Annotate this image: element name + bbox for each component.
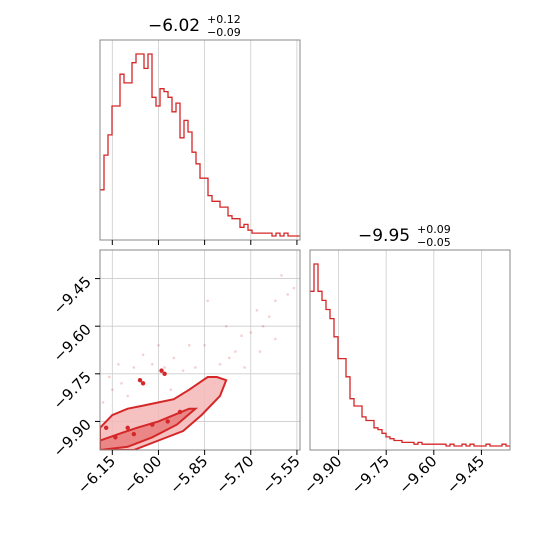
marginal-y-tick-labels: −9.90 −9.75 −9.60 −9.45	[300, 452, 488, 497]
marginal-y-title-value: −9.95	[358, 226, 410, 246]
scatter-point	[141, 353, 145, 357]
scatter-point	[150, 422, 155, 427]
marginal-y-panel: −9.90 −9.75 −9.60 −9.45 −9.95 +0.09 −0.05	[300, 223, 511, 497]
scatter-point	[157, 343, 160, 347]
scatter-point	[234, 350, 237, 353]
x-tick-label: −9.60	[395, 452, 440, 497]
marginal-x-ticks	[111, 240, 298, 245]
x-tick-label: −9.90	[300, 452, 345, 497]
scatter-point	[151, 362, 154, 366]
scatter-point	[125, 425, 130, 430]
marginal-y-title-lower: −0.05	[417, 236, 451, 249]
joint-inner-contour	[100, 407, 199, 450]
scatter-point	[274, 299, 277, 303]
scatter-point	[258, 350, 262, 353]
scatter-point	[111, 388, 114, 391]
scatter-point	[101, 401, 105, 404]
scatter-point	[203, 343, 206, 347]
x-tick-label: −9.75	[348, 452, 393, 497]
scatter-point	[132, 366, 136, 369]
scatter-point	[249, 331, 253, 334]
scatter-point	[240, 334, 243, 338]
marginal-x-frame	[99, 39, 301, 241]
scatter-point	[165, 419, 170, 424]
x-tick-label: −5.55	[259, 452, 304, 497]
scatter-point	[267, 315, 271, 318]
scatter-point	[243, 366, 246, 369]
scatter-point	[169, 388, 173, 391]
joint-core-points	[103, 368, 183, 440]
x-tick-label: −9.45	[443, 452, 488, 497]
joint-frame	[99, 249, 301, 451]
scatter-point	[120, 382, 123, 385]
scatter-point	[126, 394, 129, 398]
x-tick-label: −5.70	[212, 452, 257, 497]
marginal-y-histogram-step	[310, 263, 510, 447]
scatter-point	[224, 324, 228, 328]
scatter-point	[181, 369, 185, 372]
scatter-point	[286, 293, 289, 296]
marginal-x-grid	[111, 40, 298, 240]
joint-ticks	[95, 278, 298, 455]
scatter-point	[280, 274, 283, 277]
marginal-x-title-value: −6.02	[148, 16, 200, 36]
scatter-point	[137, 377, 143, 383]
marginal-y-title-upper: +0.09	[417, 223, 451, 236]
x-tick-label: −6.15	[74, 452, 119, 497]
scatter-point	[159, 368, 164, 373]
scatter-point	[172, 356, 176, 360]
scatter-point	[292, 286, 296, 290]
scatter-point	[194, 366, 197, 369]
scatter-point	[107, 375, 111, 379]
scatter-point	[113, 435, 118, 440]
scatter-point	[103, 425, 109, 430]
marginal-y-grid	[338, 250, 482, 450]
scatter-point	[163, 366, 166, 369]
scatter-point	[206, 299, 209, 303]
marginal-x-panel: −6.02 +0.12 −0.09	[99, 13, 301, 245]
scatter-point	[274, 337, 277, 341]
scatter-point	[218, 362, 222, 366]
x-tick-label: −5.85	[166, 452, 211, 497]
scatter-point	[177, 409, 183, 415]
y-tick-label: −9.60	[50, 320, 95, 365]
y-tick-label: −9.75	[50, 368, 95, 413]
scatter-point	[187, 343, 191, 347]
joint-x-tick-labels: −6.15 −6.00 −5.85 −5.70 −5.55	[74, 452, 304, 497]
scatter-point	[261, 324, 265, 328]
scatter-point	[162, 371, 167, 377]
x-tick-label: −6.00	[120, 452, 165, 497]
scatter-point	[117, 362, 120, 366]
marginal-x-title-upper: +0.12	[207, 13, 241, 26]
y-tick-label: −9.45	[50, 273, 95, 318]
scatter-point	[140, 381, 146, 386]
scatter-point	[131, 431, 137, 437]
marginal-y-frame	[309, 249, 511, 451]
marginal-x-histogram-step	[100, 53, 300, 237]
marginal-y-ticks	[338, 450, 482, 455]
y-tick-label: −9.90	[50, 416, 95, 461]
joint-panel: −6.15 −6.00 −5.85 −5.70 −5.55 −9.45−9.60−9.7…	[50, 249, 304, 497]
joint-y-tick-labels: −9.45−9.60−9.75−9.90	[50, 273, 95, 461]
marginal-x-title-lower: −0.09	[207, 26, 241, 39]
scatter-point	[227, 356, 231, 360]
scatter-point	[255, 309, 259, 312]
